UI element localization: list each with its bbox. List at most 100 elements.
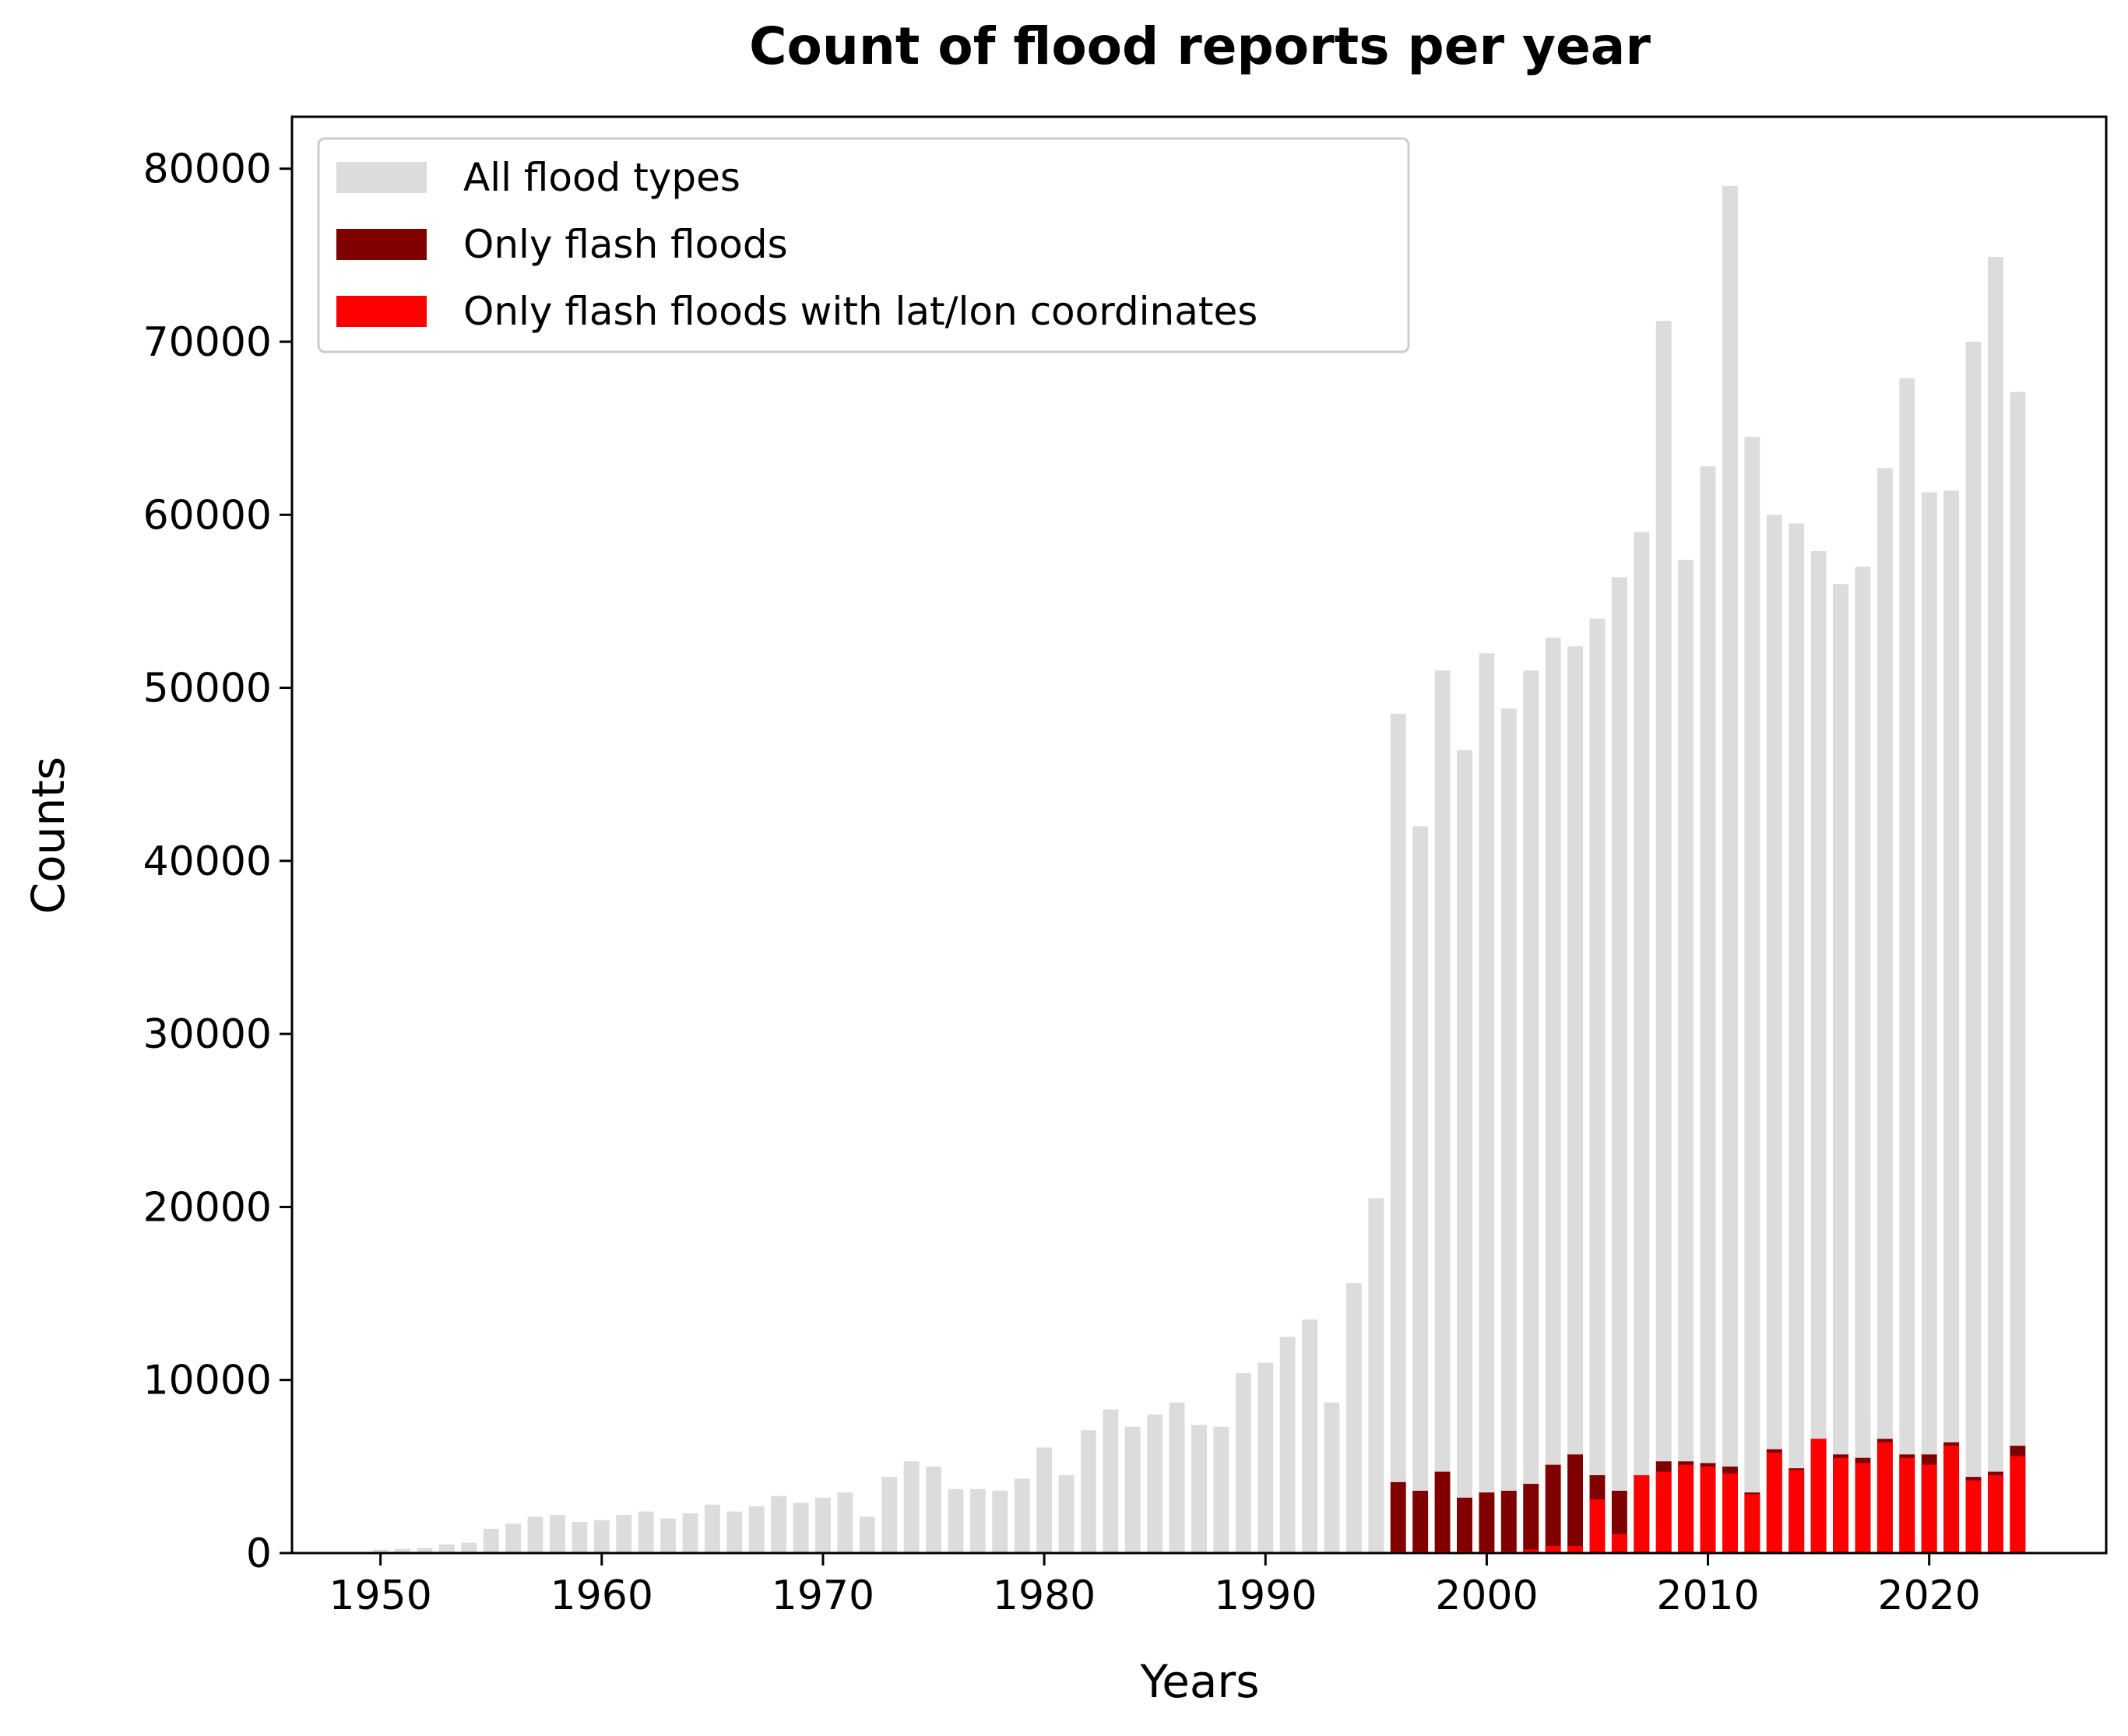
bar-only-flash-floods-with-lat-lon-coordinates-2004 <box>1567 1546 1583 1553</box>
bar-only-flash-floods-2001 <box>1500 1490 1517 1553</box>
bar-all-flood-types-1992 <box>1302 1319 1318 1553</box>
bar-all-flood-types-2010 <box>1700 466 1716 1553</box>
bar-all-flood-types-1985 <box>1147 1414 1163 1553</box>
series-all-flood-types <box>372 185 2026 1554</box>
bar-only-flash-floods-1999 <box>1457 1497 1472 1553</box>
x-tick-label-1960: 1960 <box>550 1573 653 1619</box>
bar-all-flood-types-1958 <box>550 1515 565 1553</box>
bar-all-flood-types-2014 <box>1789 523 1805 1553</box>
y-axis-label: Counts <box>22 757 75 914</box>
bar-all-flood-types-2006 <box>1611 577 1627 1553</box>
bar-only-flash-floods-with-lat-lon-coordinates-2024 <box>2010 1456 2026 1553</box>
bar-all-flood-types-1978 <box>992 1490 1008 1553</box>
bar-all-flood-types-2011 <box>1722 185 1738 1553</box>
bar-all-flood-types-2002 <box>1523 670 1539 1553</box>
y-axis-ticks: 0 10000 20000 30000 40000 50000 60000 70000 8000… <box>143 146 292 1577</box>
bar-only-flash-floods-with-lat-lon-coordinates-2011 <box>1722 1473 1738 1553</box>
bar-all-flood-types-1983 <box>1103 1409 1119 1553</box>
bar-all-flood-types-1994 <box>1345 1283 1362 1553</box>
legend-swatch-all-flood-types <box>336 162 427 193</box>
bar-all-flood-types-1956 <box>505 1523 522 1553</box>
bar-all-flood-types-2015 <box>1810 550 1827 1554</box>
bar-only-flash-floods-with-lat-lon-coordinates-2012 <box>1744 1494 1760 1553</box>
bar-only-flash-floods-with-lat-lon-coordinates-2020 <box>1921 1464 1937 1553</box>
bar-all-flood-types-2007 <box>1634 532 1650 1553</box>
bar-only-flash-floods-with-lat-lon-coordinates-2007 <box>1634 1474 1650 1553</box>
bar-all-flood-types-2020 <box>1921 492 1937 1553</box>
y-tick-label-30000: 30000 <box>143 1011 272 1058</box>
bar-all-flood-types-2018 <box>1877 468 1893 1553</box>
bar-only-flash-floods-with-lat-lon-coordinates-2018 <box>1877 1442 1893 1553</box>
x-tick-label-1970: 1970 <box>772 1573 874 1619</box>
bar-all-flood-types-1986 <box>1169 1402 1185 1553</box>
legend-label-all-flood-types: All flood types <box>463 155 740 200</box>
bar-all-flood-types-1961 <box>616 1515 632 1553</box>
bar-all-flood-types-2005 <box>1589 618 1606 1553</box>
bar-all-flood-types-1953 <box>438 1544 455 1553</box>
bar-only-flash-floods-with-lat-lon-coordinates-2023 <box>1987 1474 2003 1553</box>
plot-frame <box>290 115 2108 1555</box>
bar-only-flash-floods-with-lat-lon-coordinates-2008 <box>1655 1471 1672 1553</box>
x-axis-label: Years <box>1139 1655 1259 1708</box>
bar-all-flood-types-2009 <box>1678 560 1694 1553</box>
bar-all-flood-types-1991 <box>1279 1337 1296 1553</box>
x-tick-label-1990: 1990 <box>1214 1573 1317 1619</box>
y-tick-label-0: 0 <box>246 1530 272 1577</box>
bar-only-flash-floods-2003 <box>1545 1464 1561 1553</box>
bar-all-flood-types-1997 <box>1412 826 1429 1553</box>
y-tick-label-40000: 40000 <box>143 838 272 885</box>
bar-only-flash-floods-with-lat-lon-coordinates-2006 <box>1611 1534 1627 1553</box>
bar-all-flood-types-2022 <box>1965 341 1982 1554</box>
bar-only-flash-floods-1998 <box>1434 1471 1451 1553</box>
bar-all-flood-types-1965 <box>704 1504 720 1553</box>
legend-label-only-flash-floods: Only flash floods <box>463 222 788 267</box>
bar-all-flood-types-2008 <box>1655 321 1672 1553</box>
bar-all-flood-types-1969 <box>793 1502 809 1553</box>
bar-all-flood-types-1998 <box>1434 670 1451 1553</box>
bar-all-flood-types-1973 <box>881 1477 898 1553</box>
x-tick-label-1950: 1950 <box>329 1573 431 1619</box>
legend-swatch-flash-floods-with-coordinates <box>336 296 427 327</box>
bar-all-flood-types-2001 <box>1500 708 1517 1553</box>
bar-only-flash-floods-2004 <box>1567 1454 1583 1553</box>
bar-all-flood-types-2013 <box>1766 515 1782 1553</box>
bar-only-flash-floods-with-lat-lon-coordinates-2022 <box>1965 1480 1982 1553</box>
bar-all-flood-types-1970 <box>815 1497 831 1553</box>
bar-all-flood-types-2004 <box>1567 646 1583 1554</box>
bar-all-flood-types-2012 <box>1744 437 1760 1553</box>
bar-all-flood-types-2000 <box>1479 653 1495 1553</box>
bar-all-flood-types-1954 <box>461 1542 477 1553</box>
bar-all-flood-types-2024 <box>2010 392 2026 1554</box>
legend: All flood types Only flash floods Only f… <box>317 137 1410 353</box>
bar-all-flood-types-1963 <box>660 1518 676 1553</box>
x-tick-label-2020: 2020 <box>1878 1573 1981 1619</box>
bar-only-flash-floods-with-lat-lon-coordinates-2013 <box>1766 1453 1782 1553</box>
y-tick-label-10000: 10000 <box>143 1358 272 1404</box>
bar-only-flash-floods-1997 <box>1412 1490 1429 1553</box>
x-axis-ticks: 1950 1960 1970 1980 1990 2000 2010 2020 <box>329 1553 1981 1619</box>
bar-only-flash-floods-with-lat-lon-coordinates-2014 <box>1789 1470 1805 1553</box>
bar-all-flood-types-1968 <box>771 1495 787 1553</box>
bar-only-flash-floods-with-lat-lon-coordinates-2017 <box>1855 1463 1871 1553</box>
bar-only-flash-floods-with-lat-lon-coordinates-2005 <box>1589 1499 1606 1553</box>
y-tick-label-60000: 60000 <box>143 492 272 539</box>
bar-all-flood-types-1966 <box>726 1511 743 1553</box>
bar-only-flash-floods-with-lat-lon-coordinates-2002 <box>1523 1549 1539 1553</box>
bar-all-flood-types-2003 <box>1545 638 1561 1553</box>
bar-all-flood-types-1972 <box>859 1516 875 1553</box>
bar-all-flood-types-1967 <box>748 1506 765 1553</box>
bar-all-flood-types-1962 <box>638 1511 654 1553</box>
bar-only-flash-floods-with-lat-lon-coordinates-2009 <box>1678 1464 1694 1553</box>
bar-all-flood-types-2023 <box>1987 257 2003 1553</box>
legend-swatch-only-flash-floods <box>336 229 427 260</box>
bar-all-flood-types-1987 <box>1191 1425 1207 1553</box>
bar-all-flood-types-1952 <box>417 1548 433 1553</box>
bar-only-flash-floods-2002 <box>1523 1484 1539 1553</box>
chart-title: Count of flood reports per year <box>749 16 1651 76</box>
bar-only-flash-floods-2000 <box>1479 1492 1495 1553</box>
bar-only-flash-floods-with-lat-lon-coordinates-2015 <box>1810 1439 1827 1553</box>
bar-all-flood-types-1957 <box>527 1516 543 1553</box>
bar-all-flood-types-2021 <box>1943 490 1960 1553</box>
bar-all-flood-types-2016 <box>1833 584 1848 1554</box>
